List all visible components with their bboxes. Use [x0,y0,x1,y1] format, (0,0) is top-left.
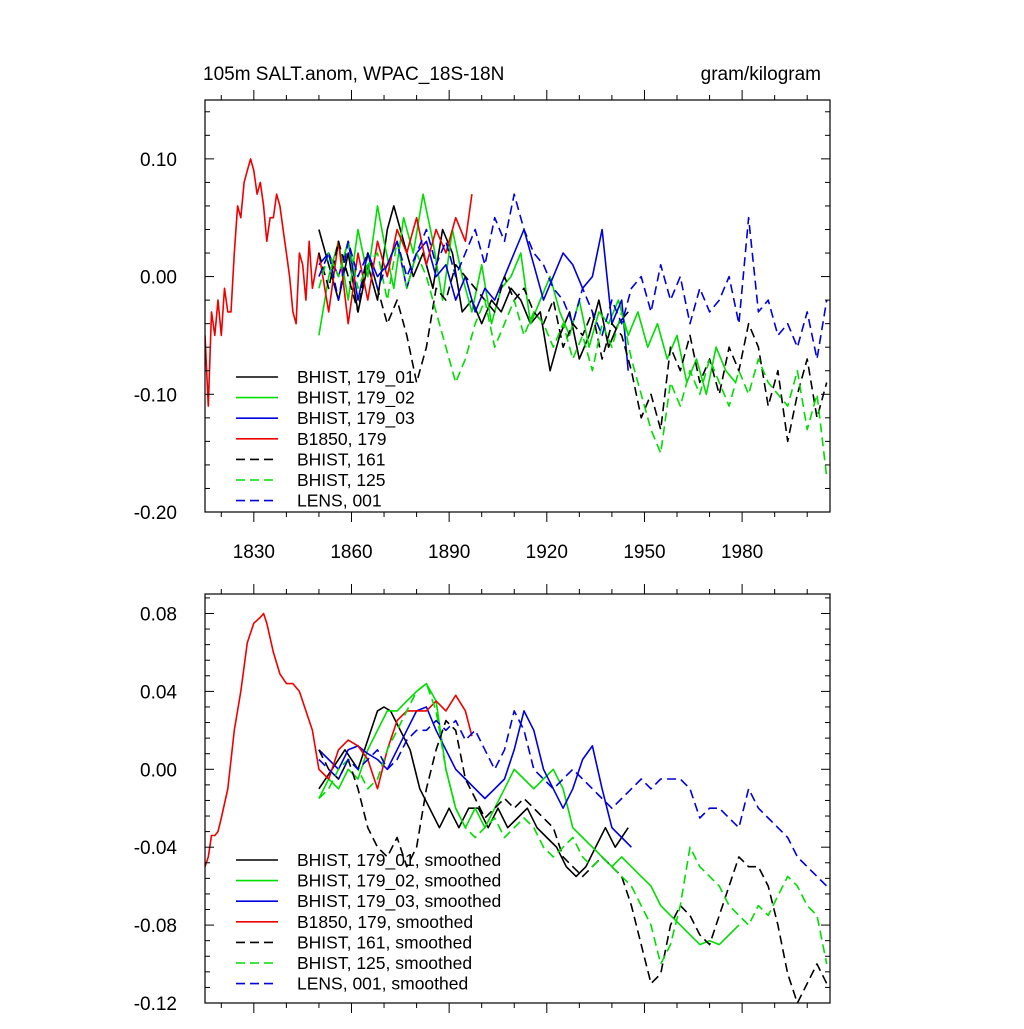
legend-label-3: BHIST, 179_03 [297,408,415,429]
y-tick-label: 0.10 [140,150,177,171]
series-lines [205,612,828,1003]
top-plot-units: gram/kilogram [700,64,821,85]
legend-label-6: BHIST, 125, smoothed [297,953,472,973]
legend-label-7: LENS, 001, smoothed [297,974,468,994]
x-tick-label: 1890 [428,542,470,563]
legend-label-6: BHIST, 125 [297,470,386,490]
series-line-7 [318,193,828,360]
x-tick-label: 1830 [233,542,275,563]
y-tick-label: -0.10 [134,385,177,406]
y-tick-label: -0.04 [134,838,178,859]
series-lines [205,158,828,477]
legend-label-5: BHIST, 161 [297,449,386,469]
y-tick-label: 0.08 [140,604,177,625]
x-tick-label: 1980 [721,542,763,563]
series-line-6 [318,240,828,477]
series-line-2 [318,682,740,946]
chart-panel-2: -0.12 -0.08 -0.04 0.00 0.04 0.08 BHIST, 179_01… [134,584,831,1015]
plot-frame [204,593,831,1004]
series-line-5 [318,240,828,443]
legend-label-2: BHIST, 179_02, smoothed [297,871,501,892]
series-line-3 [318,706,632,848]
series-line-3 [318,228,629,371]
series-line-5 [318,719,828,1003]
y-tick-label: -0.20 [134,503,177,524]
series-line-4 [205,612,473,867]
legend-label-3: BHIST, 179_03, smoothed [297,891,501,912]
legend-label-4: B1850, 179, smoothed [297,912,473,932]
top-plot-title: 105m SALT.anom, WPAC_18S-18N [203,64,505,85]
legend-label-4: B1850, 179 [297,429,387,449]
y-tick-label: 0.00 [140,268,177,289]
series-line-2 [318,193,737,396]
y-tick-label: 0.00 [140,760,177,781]
x-tick-label: 1950 [623,542,665,563]
y-tick-label: -0.12 [134,994,177,1015]
series-line-6 [318,682,828,965]
x-tick-label: 1860 [330,542,372,563]
series-line-4 [205,158,473,407]
legend-label-2: BHIST, 179_02 [297,388,415,409]
legend-label-5: BHIST, 161, smoothed [297,932,472,952]
legend-label-7: LENS, 001 [297,491,382,511]
y-tick-label: 0.04 [140,682,177,703]
y-tick-label: -0.08 [134,916,177,937]
plot-frame [204,99,831,513]
x-tick-label: 1920 [526,542,568,563]
chart-panel-1: -0.20 -0.10 0.00 0.10 1830 1860 1890 1920 1950 19… [134,90,831,563]
legend-label-1: BHIST, 179_01, smoothed [297,850,501,871]
series-line-7 [318,710,828,887]
series-line-1 [318,706,629,878]
legend-label-1: BHIST, 179_01 [297,367,415,388]
